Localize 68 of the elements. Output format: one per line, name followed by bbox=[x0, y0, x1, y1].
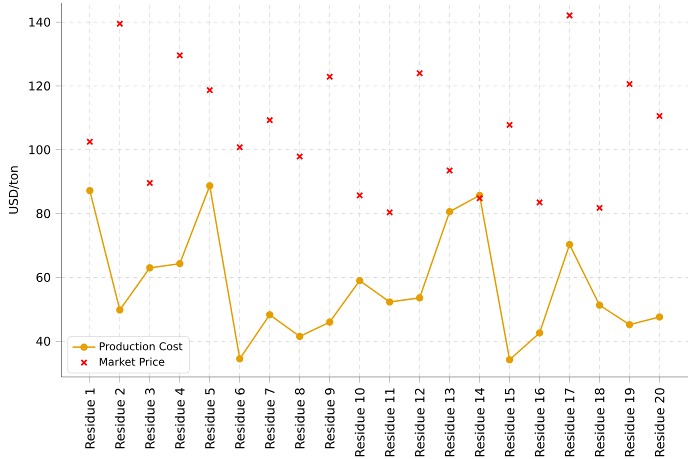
legend-label: Market Price bbox=[100, 358, 164, 366]
x-tick-label: Residue 11 bbox=[384, 388, 395, 456]
x-tick-label: Residue 6 bbox=[234, 388, 245, 448]
point bbox=[86, 186, 94, 194]
point bbox=[236, 355, 244, 362]
point bbox=[416, 70, 424, 77]
x-tick-label: Residue 3 bbox=[144, 388, 155, 448]
y-axis-title: USD/ton bbox=[8, 166, 19, 214]
point bbox=[476, 194, 484, 202]
point bbox=[116, 20, 124, 28]
x-tick-label: Residue 8 bbox=[294, 388, 305, 448]
point bbox=[656, 313, 664, 321]
point bbox=[356, 192, 364, 199]
x-tick-label: Residue 16 bbox=[534, 388, 544, 456]
point bbox=[176, 52, 184, 59]
y-tick-label: 120 bbox=[29, 81, 50, 90]
point bbox=[206, 86, 214, 94]
x-tick-label: Residue 14 bbox=[474, 388, 485, 456]
x-tick-label: Residue 17 bbox=[564, 388, 574, 456]
legend-label: Production Cost bbox=[100, 342, 182, 350]
point bbox=[566, 240, 574, 248]
x-tick-label: Residue 12 bbox=[414, 388, 425, 456]
point bbox=[566, 12, 574, 19]
y-tick-label: 60 bbox=[36, 272, 50, 282]
point bbox=[236, 144, 244, 151]
point bbox=[506, 121, 514, 128]
point bbox=[626, 320, 634, 328]
point bbox=[176, 260, 184, 268]
point bbox=[446, 208, 454, 216]
x-tick-label: Residue 4 bbox=[174, 388, 185, 448]
x-tick-label: Residue 20 bbox=[654, 388, 664, 456]
point bbox=[326, 318, 334, 326]
x-tick-label: Residue 2 bbox=[114, 388, 125, 448]
x-tick-label: Residue 13 bbox=[444, 388, 455, 456]
x-tick-label: Residue 5 bbox=[204, 388, 215, 448]
point bbox=[356, 276, 364, 284]
point bbox=[596, 302, 604, 309]
point bbox=[296, 332, 304, 340]
point bbox=[206, 182, 214, 190]
x-tick-label: Residue 15 bbox=[504, 388, 515, 456]
point bbox=[386, 298, 394, 306]
point bbox=[326, 73, 334, 80]
x-tick-label: Residue 10 bbox=[354, 388, 365, 456]
point bbox=[296, 152, 304, 160]
point bbox=[446, 167, 454, 174]
point bbox=[656, 112, 664, 120]
point bbox=[536, 198, 544, 206]
point bbox=[266, 116, 274, 124]
x-tick-label: Residue 19 bbox=[624, 388, 634, 456]
point bbox=[626, 80, 634, 88]
x-tick-label: Residue 18 bbox=[594, 388, 604, 456]
x-tick-label: Residue 9 bbox=[324, 388, 335, 448]
point bbox=[146, 264, 154, 272]
point bbox=[596, 204, 604, 212]
point bbox=[536, 329, 544, 337]
point bbox=[416, 294, 424, 302]
point bbox=[146, 179, 154, 186]
point bbox=[386, 208, 394, 216]
x-tick-label: Residue 7 bbox=[264, 388, 275, 448]
point bbox=[116, 306, 124, 314]
y-tick-label: 40 bbox=[36, 336, 50, 346]
point bbox=[266, 311, 274, 318]
point bbox=[86, 138, 94, 146]
y-tick-label: 80 bbox=[36, 209, 50, 218]
y-tick-label: 140 bbox=[29, 18, 50, 27]
point bbox=[506, 356, 514, 364]
y-tick-label: 100 bbox=[29, 145, 50, 154]
x-tick-label: Residue 1 bbox=[84, 388, 95, 448]
